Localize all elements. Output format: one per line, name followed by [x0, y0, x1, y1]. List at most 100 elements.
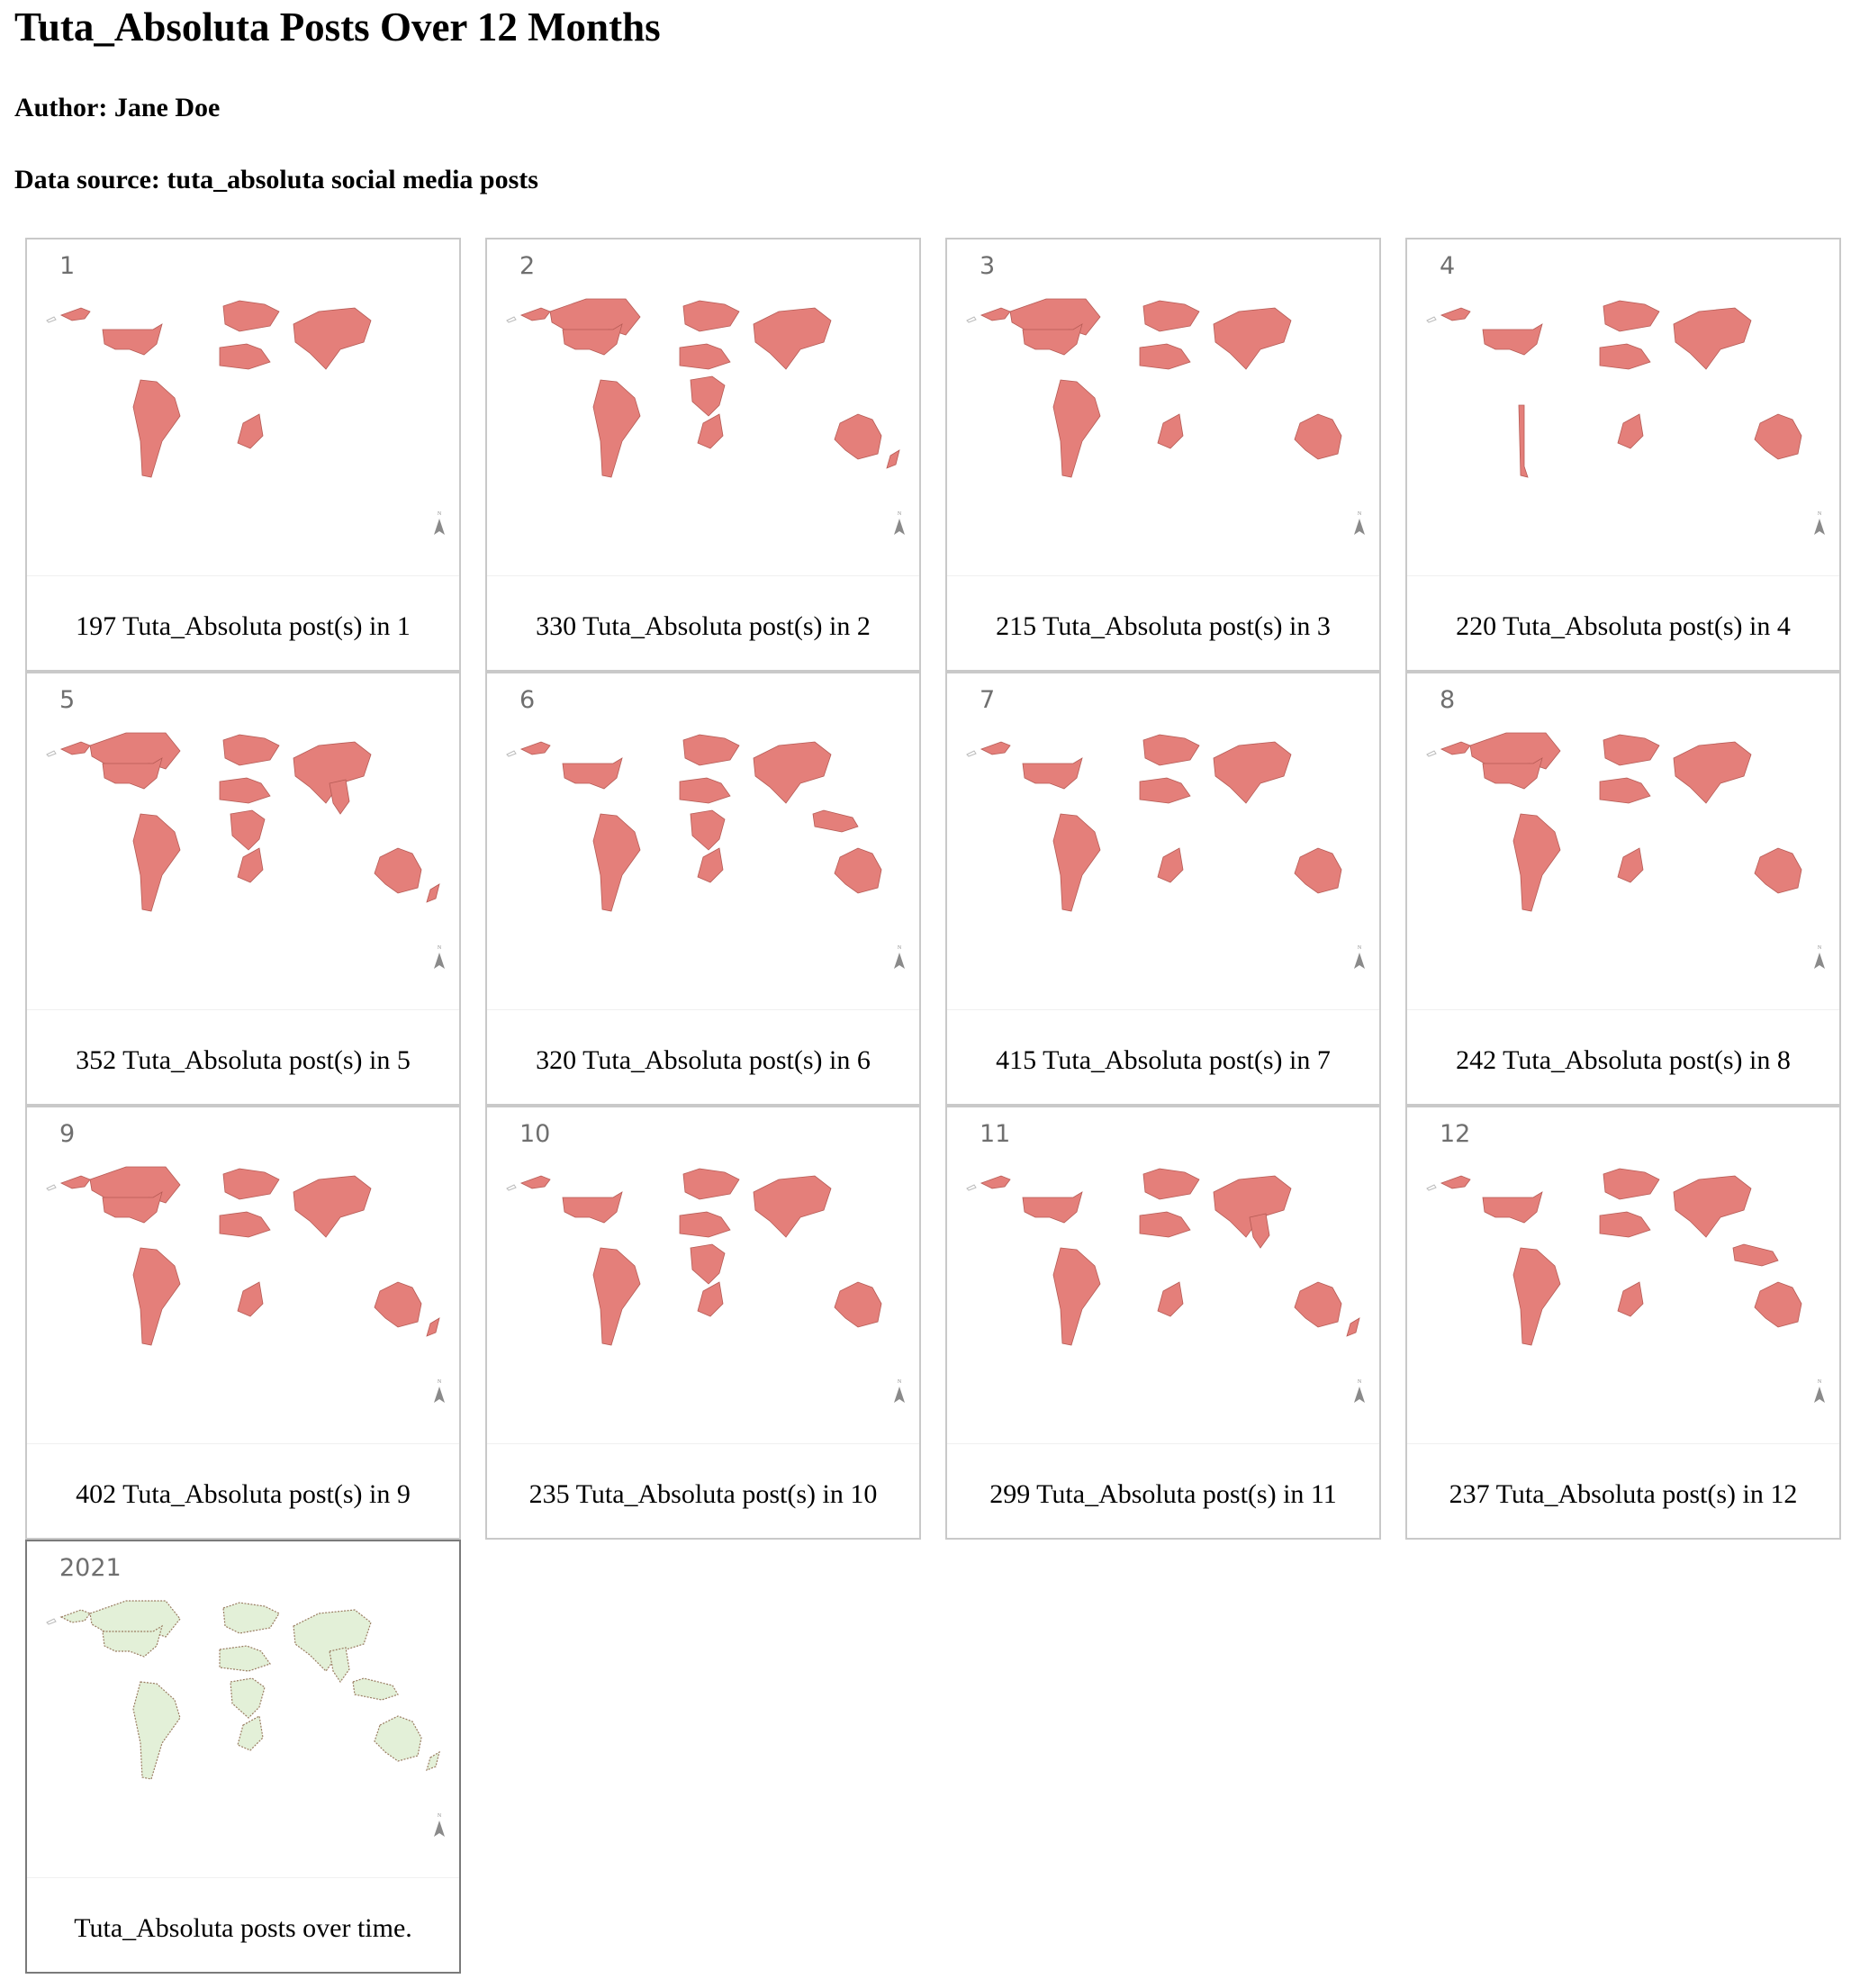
world-map [506, 734, 882, 912]
region-asia-east [753, 1175, 832, 1238]
region-europe [682, 300, 740, 332]
panel-divider [27, 1009, 459, 1010]
north-arrow-icon: N [894, 1379, 905, 1403]
region-alaska [59, 1609, 91, 1623]
region-south-africa [697, 413, 724, 449]
panel-caption: 320 Tuta_Absoluta post(s) in 6 [536, 1045, 871, 1075]
summary-map-panel[interactable]: 2021 N Tuta_Absoluta posts over time. [25, 1540, 461, 1974]
north-arrow-icon: N [1354, 945, 1365, 969]
region-europe [222, 1168, 280, 1200]
panel-caption: 242 Tuta_Absoluta post(s) in 8 [1456, 1045, 1791, 1075]
panel-divider [487, 1443, 919, 1444]
region-asia-east [753, 741, 832, 804]
region-south-africa [697, 1281, 724, 1317]
monthly-map-panel[interactable]: 4 N 220 Tuta_Absoluta post(s) in 4 [1405, 238, 1841, 672]
region-africa-central [690, 1243, 726, 1285]
monthly-map-panel[interactable]: 1 N 197 Tuta_Absoluta post(s) in 1 [25, 238, 461, 672]
region-africa-north [679, 777, 731, 804]
region-europe [1142, 300, 1200, 332]
region-south-africa [1617, 413, 1644, 449]
region-asia-east [293, 1175, 372, 1238]
monthly-map-panel[interactable]: 9 N 402 Tuta_Absoluta post(s) in 9 [25, 1106, 461, 1540]
panel-label: 7 [980, 686, 996, 714]
region-south-america [132, 379, 181, 478]
monthly-map-panel[interactable]: 6 N 320 Tuta_Absoluta post(s) in 6 [485, 672, 921, 1106]
panel-divider [1407, 1443, 1839, 1444]
panel-label: 5 [59, 686, 76, 714]
region-usa [102, 323, 163, 356]
region-new-zealand [1346, 1317, 1360, 1337]
region-usa [102, 1624, 163, 1658]
monthly-map-panel[interactable]: 3 N 215 Tuta_Absoluta post(s) in 3 [945, 238, 1381, 672]
coast-speck [1426, 750, 1437, 757]
region-asia-east [1673, 1175, 1752, 1238]
panel-caption: 197 Tuta_Absoluta post(s) in 1 [76, 611, 411, 641]
region-alaska [59, 307, 91, 321]
region-south-america [592, 813, 641, 912]
region-asia-south [329, 1647, 350, 1684]
region-africa-north [679, 343, 731, 370]
panel-label: 1 [59, 252, 76, 280]
region-south-africa [1617, 1281, 1644, 1317]
svg-text:N: N [1358, 1379, 1362, 1385]
region-usa [562, 1191, 623, 1224]
region-africa-north [1139, 343, 1191, 370]
region-asia-east [1213, 741, 1292, 804]
region-europe [682, 734, 740, 766]
monthly-map-panel[interactable]: 8 N 242 Tuta_Absoluta post(s) in 8 [1405, 672, 1841, 1106]
north-arrow-icon: N [434, 945, 445, 969]
region-south-africa [1617, 847, 1644, 883]
region-australia [1294, 847, 1342, 894]
region-south-africa [1157, 413, 1184, 449]
region-australia [834, 1281, 882, 1328]
monthly-map-panel[interactable]: 5 N 352 Tuta_Absoluta post(s) in 5 [25, 672, 461, 1106]
panel-label: 10 [519, 1120, 551, 1148]
region-africa-north [219, 343, 271, 370]
region-africa-central [690, 375, 726, 417]
coast-speck [46, 316, 57, 323]
region-usa [102, 1191, 163, 1224]
region-usa [1022, 757, 1083, 790]
svg-text:N: N [1818, 511, 1822, 517]
region-usa [562, 757, 623, 790]
panel-label: 2 [519, 252, 536, 280]
panel-label: 11 [980, 1120, 1011, 1148]
monthly-map-panel[interactable]: 7 N 415 Tuta_Absoluta post(s) in 7 [945, 672, 1381, 1106]
north-arrow-icon: N [1814, 945, 1825, 969]
world-map [1426, 732, 1802, 912]
region-asia-east [293, 307, 372, 370]
region-south-america [132, 1247, 181, 1346]
panel-caption: 215 Tuta_Absoluta post(s) in 3 [996, 611, 1331, 641]
world-map [46, 1166, 440, 1346]
world-map [506, 298, 900, 478]
panel-caption: 415 Tuta_Absoluta post(s) in 7 [996, 1045, 1331, 1075]
region-south-america [1052, 379, 1101, 478]
world-map [966, 734, 1342, 912]
region-alaska [980, 1175, 1011, 1189]
monthly-map-panel[interactable]: 12 N 237 Tuta_Absoluta post(s) in 12 [1405, 1106, 1841, 1540]
region-asia-east [1673, 307, 1752, 370]
region-europe [222, 734, 280, 766]
monthly-map-panel[interactable]: 2 N 330 Tuta_Absoluta post(s) in 2 [485, 238, 921, 672]
region-south-america [592, 379, 641, 478]
region-asia-east [753, 307, 832, 370]
svg-text:N: N [898, 945, 902, 951]
panel-caption: 235 Tuta_Absoluta post(s) in 10 [528, 1479, 878, 1509]
region-alaska [59, 1175, 91, 1189]
region-alaska [519, 1175, 551, 1189]
panel-caption: Tuta_Absoluta posts over time. [74, 1913, 412, 1943]
region-indonesia [812, 809, 859, 833]
region-europe [222, 300, 280, 332]
region-europe [1142, 734, 1200, 766]
region-usa [1022, 323, 1083, 356]
monthly-map-panel[interactable]: 11 N 299 Tuta_Absoluta post(s) in 11 [945, 1106, 1381, 1540]
region-usa [1482, 1191, 1543, 1224]
region-south-africa [237, 413, 264, 449]
region-alaska [519, 307, 551, 321]
north-arrow-icon: N [434, 511, 445, 535]
coast-speck [506, 750, 517, 757]
monthly-map-panel[interactable]: 10 N 235 Tuta_Absoluta post(s) in 10 [485, 1106, 921, 1540]
region-south-america [592, 1247, 641, 1346]
panel-label: 3 [980, 252, 996, 280]
coast-speck [966, 1184, 977, 1191]
